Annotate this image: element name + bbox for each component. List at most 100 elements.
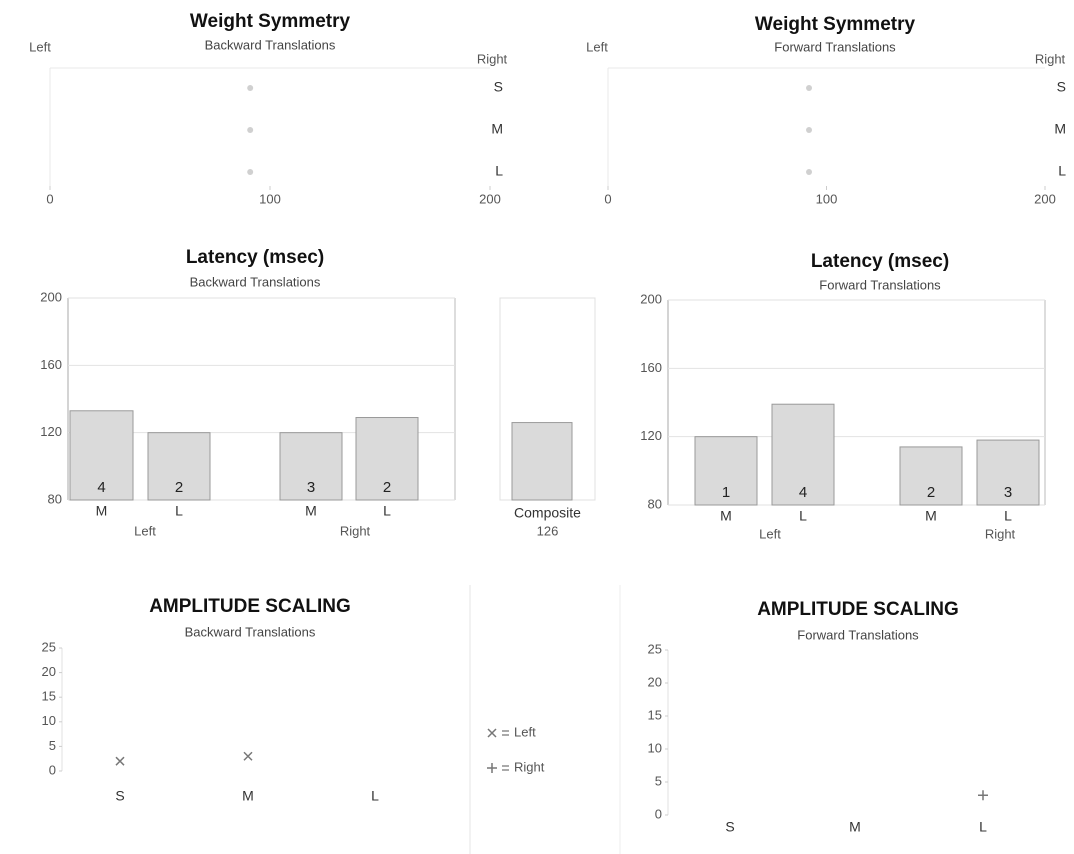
category-label: L [495,163,503,179]
point [115,756,125,766]
axis-label: Left [586,39,608,54]
category-label: M [1054,121,1066,137]
category-label: L [979,819,987,835]
category-label: M [96,503,108,519]
category-label: M [720,508,732,524]
bar [279,432,343,501]
composite-label: Composite [514,505,581,521]
bar [355,417,419,501]
dot [806,127,813,133]
composite-value: 126 [537,523,559,538]
bar [976,439,1040,506]
composite-bar [511,422,573,501]
chart-subtitle: Backward Translations [205,37,336,52]
bar-count: 2 [927,484,935,501]
y-tick-label: 120 [640,428,662,443]
axis-label: Right [1035,51,1066,66]
bar-count: 4 [97,479,105,496]
bar-count: 2 [175,479,183,496]
dot [247,127,254,133]
y-tick-label: 15 [648,707,662,722]
category-label: L [799,508,807,524]
x-tick-label: 100 [816,191,838,206]
x-tick-label: 200 [479,191,501,206]
y-tick-label: 160 [640,360,662,375]
category-label: M [242,788,254,804]
bar-count: 3 [1004,484,1012,501]
chart-subtitle: Forward Translations [819,277,941,292]
axis-label: Left [29,39,51,54]
category-label: M [305,503,317,519]
bar [771,403,835,506]
chart-subtitle: Backward Translations [190,274,321,289]
category-label: L [371,788,379,804]
chart-title: Weight Symmetry [190,11,351,32]
group-label: Right [340,523,371,538]
bar-count: 1 [722,484,730,501]
x-tick-label: 200 [1034,191,1056,206]
bar-count: 4 [799,484,807,501]
y-tick-label: 160 [40,357,62,372]
y-tick-label: 10 [42,713,56,728]
category-label: S [115,788,124,804]
y-tick-label: 200 [640,291,662,306]
y-tick-label: 20 [648,674,662,689]
chart-title: Weight Symmetry [755,14,916,35]
legend-equals [502,765,509,771]
group-label: Left [759,526,781,541]
y-tick-label: 5 [49,738,56,753]
point [978,790,988,801]
category-label: S [494,79,503,95]
axis-label: Right [477,51,508,66]
chart-title: Latency (msec) [811,251,949,272]
y-tick-label: 25 [42,639,56,654]
y-tick-label: 5 [655,773,662,788]
category-label: S [1057,79,1066,95]
bar-count: 2 [383,479,391,496]
chart-subtitle: Backward Translations [185,624,316,639]
bar [147,432,211,501]
category-label: L [383,503,391,519]
y-tick-label: 120 [40,424,62,439]
dot [806,85,813,91]
y-tick-label: 25 [648,641,662,656]
chart-subtitle: Forward Translations [797,627,919,642]
chart-title: AMPLITUDE SCALING [757,599,959,620]
category-label: L [1058,163,1066,179]
category-label: M [849,819,861,835]
chart-subtitle: Forward Translations [774,39,896,54]
category-label: M [491,121,503,137]
y-tick-label: 200 [40,289,62,304]
group-label: Right [985,526,1016,541]
legend-marker [487,728,497,738]
y-tick-label: 80 [648,496,662,511]
y-tick-label: 80 [48,491,62,506]
bar [694,436,758,506]
x-tick-label: 0 [46,191,53,206]
category-label: L [175,503,183,519]
legend-label: Right [514,759,545,774]
point [243,751,253,761]
legend-label: Left [514,724,536,739]
category-label: S [725,819,734,835]
category-label: M [925,508,937,524]
y-tick-label: 20 [42,664,56,679]
dot [806,169,813,175]
bar [69,410,134,501]
y-tick-label: 10 [648,740,662,755]
x-tick-label: 100 [259,191,281,206]
legend-marker [487,763,497,773]
y-tick-label: 15 [42,689,56,704]
chart-title: AMPLITUDE SCALING [149,596,351,617]
category-label: L [1004,508,1012,524]
group-label: Left [134,523,156,538]
chart-title: Latency (msec) [186,247,324,268]
bar-count: 3 [307,479,315,496]
x-tick-label: 0 [604,191,611,206]
dot [247,169,254,175]
y-tick-label: 0 [49,762,56,777]
dot [247,85,254,91]
y-tick-label: 0 [655,806,662,821]
legend-equals [502,730,509,736]
